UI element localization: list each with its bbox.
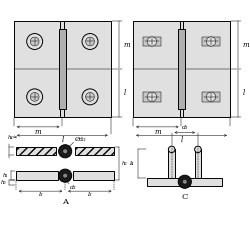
Text: m: m [124,41,130,49]
Bar [58,29,66,109]
Text: m: m [35,128,42,136]
Circle shape [58,145,72,158]
Text: h₄≈: h₄≈ [8,136,18,140]
Circle shape [168,146,175,153]
Circle shape [30,37,39,46]
Circle shape [82,34,98,50]
Text: l: l [124,89,126,97]
Circle shape [86,37,94,46]
Bar [14,21,111,117]
Bar [202,37,220,46]
Circle shape [147,92,157,102]
Text: l: l [61,136,64,144]
Circle shape [27,89,43,105]
Circle shape [27,34,43,50]
Polygon shape [73,172,114,180]
Circle shape [178,175,191,188]
Circle shape [82,89,98,105]
Text: Ød₂: Ød₂ [74,137,86,142]
Text: h₃: h₃ [1,180,6,185]
Text: l: l [243,89,245,97]
Bar [142,92,161,102]
Circle shape [206,92,216,102]
Polygon shape [16,147,56,156]
Polygon shape [16,172,58,180]
Text: d₁: d₁ [182,125,188,130]
Bar [133,21,230,117]
Text: m: m [243,41,250,49]
Text: C: C [182,193,188,201]
Text: A: A [62,198,68,206]
Text: l: l [180,136,182,144]
Bar [142,37,161,46]
Circle shape [147,37,157,46]
Circle shape [86,92,94,101]
Circle shape [63,173,68,178]
Text: m: m [154,128,161,136]
Bar [147,178,222,186]
Circle shape [58,169,72,182]
Text: l₃: l₃ [38,192,43,198]
Text: l₃: l₃ [88,192,92,198]
Bar [178,29,185,109]
Bar [202,92,220,102]
Circle shape [195,146,201,153]
Bar [195,150,201,178]
Bar [168,150,175,178]
Circle shape [63,149,68,154]
Text: h₁: h₁ [3,173,8,178]
Text: h₂: h₂ [122,161,128,166]
Text: l₄: l₄ [130,161,134,166]
Polygon shape [74,147,114,156]
Circle shape [206,37,216,46]
Circle shape [182,180,187,184]
Text: d₃: d₃ [70,184,76,190]
Circle shape [30,92,39,101]
